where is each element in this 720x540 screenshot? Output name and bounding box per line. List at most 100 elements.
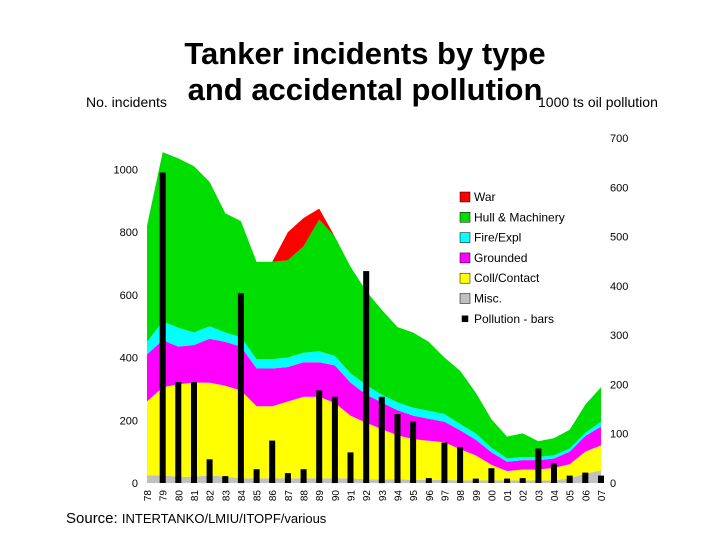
left-tick-label: 200 [120, 415, 138, 427]
legend-label: Fire/Expl [474, 231, 521, 245]
source-prefix: Source: [66, 510, 118, 527]
x-tick-label: 88 [300, 490, 311, 502]
pollution-bar-92 [363, 271, 370, 483]
pollution-bar-00 [488, 468, 495, 483]
area-misc [147, 470, 601, 483]
right-tick-label: 0 [610, 478, 616, 490]
right-tick-label: 400 [610, 281, 628, 293]
legend-swatch [459, 191, 471, 203]
pollution-bar-88 [300, 469, 307, 483]
right-tick-label: 600 [610, 182, 628, 194]
x-tick-label: 80 [174, 490, 185, 502]
pollution-bar-84 [237, 293, 244, 484]
pollution-bar-07 [598, 475, 604, 483]
left-tick-label: 400 [120, 353, 138, 365]
x-tick-label: 03 [534, 490, 545, 502]
x-tick-label: 82 [206, 490, 217, 502]
x-tick-label: 97 [440, 490, 451, 502]
x-tick-label: 06 [581, 490, 592, 502]
x-tick-label: 05 [566, 490, 577, 502]
x-tick-label: 92 [362, 490, 373, 502]
area-coll-contact [147, 382, 601, 481]
pollution-bar-81 [191, 382, 197, 483]
area-hull-machinery [147, 152, 601, 459]
x-tick-label: 04 [550, 490, 561, 502]
x-tick-label: 89 [315, 490, 326, 502]
legend-label: Hull & Machinery [474, 210, 565, 224]
legend-swatch [459, 272, 471, 284]
pollution-bar-99 [472, 478, 479, 483]
legend-swatch [459, 212, 471, 223]
right-tick-label: 200 [610, 379, 628, 391]
pollution-bar-90 [331, 396, 338, 484]
pollution-bar-05 [566, 475, 573, 483]
legend-label: War [474, 190, 496, 204]
legend-label: Misc. [474, 292, 502, 306]
pollution-bar-04 [551, 463, 557, 483]
chart-title: Tanker incidents by type and accidental … [170, 36, 560, 108]
pollution-bar-80 [175, 382, 182, 483]
x-tick-label: 87 [284, 490, 295, 502]
left-tick-label: 600 [120, 290, 138, 302]
right-tick-label: 700 [610, 133, 628, 145]
right-tick-label: 500 [610, 232, 628, 244]
left-tick-label: 0 [132, 478, 138, 490]
x-tick-label: 84 [237, 490, 248, 502]
source-note: Source: INTERTANKO/LMIU/ITOPF/various [66, 510, 326, 527]
pollution-bar-82 [206, 459, 213, 483]
chart-title-line-2: and accidental pollution [187, 72, 543, 107]
x-tick-label: 83 [221, 490, 232, 502]
x-tick-label: 00 [487, 490, 498, 502]
pollution-bar-06 [582, 472, 589, 483]
legend-swatch [461, 315, 469, 323]
x-tick-label: 79 [159, 490, 170, 502]
pollution-bar-83 [222, 476, 229, 483]
pollution-bar-79 [159, 172, 166, 483]
pollution-bar-97 [441, 442, 448, 483]
left-axis-label: No. incidents [86, 94, 167, 110]
x-tick-label: 95 [409, 490, 420, 502]
legend-swatch [459, 293, 471, 304]
x-tick-label: 96 [425, 490, 436, 502]
source-text: INTERTANKO/LMIU/ITOPF/various [121, 511, 327, 526]
x-tick-label: 91 [347, 490, 358, 502]
x-tick-label: 85 [253, 490, 264, 502]
right-tick-label: 300 [610, 330, 628, 342]
left-tick-label: 1000 [114, 164, 138, 176]
legend-swatch [459, 232, 471, 243]
pollution-bar-01 [504, 478, 511, 483]
x-tick-label: 02 [519, 490, 530, 502]
pollution-bar-87 [284, 473, 291, 483]
pollution-bar-94 [394, 414, 401, 483]
area-grounded [147, 338, 601, 472]
x-tick-label: 98 [456, 490, 467, 502]
legend-swatch [459, 252, 471, 264]
pollution-bar-86 [269, 440, 276, 483]
x-tick-label: 99 [472, 490, 483, 502]
x-tick-label: 93 [378, 490, 389, 502]
pollution-bar-89 [316, 390, 323, 483]
legend-label: Grounded [474, 251, 527, 265]
x-tick-label: 81 [190, 490, 201, 502]
pollution-bar-96 [425, 478, 432, 483]
x-tick-label: 94 [394, 490, 405, 502]
area-fire-expl [147, 321, 601, 462]
x-tick-label: 07 [597, 490, 608, 502]
x-tick-label: 86 [268, 490, 279, 502]
legend-label: Pollution - bars [474, 312, 554, 326]
legend-label: Coll/Contact [474, 271, 540, 285]
pollution-bar-03 [535, 448, 542, 483]
chart-title-line-1: Tanker incidents by type [184, 36, 546, 71]
left-tick-label: 800 [120, 227, 138, 239]
pollution-bar-02 [519, 478, 526, 483]
right-tick-label: 100 [610, 429, 628, 441]
pollution-bar-85 [253, 469, 260, 483]
pollution-bar-91 [347, 452, 354, 483]
right-axis-label: 1000 ts oil pollution [538, 94, 658, 110]
x-tick-label: 01 [503, 490, 514, 502]
pollution-bar-95 [410, 421, 417, 483]
x-tick-label: 90 [331, 490, 342, 502]
pollution-bar-93 [378, 396, 385, 484]
pollution-bar-98 [457, 447, 464, 483]
